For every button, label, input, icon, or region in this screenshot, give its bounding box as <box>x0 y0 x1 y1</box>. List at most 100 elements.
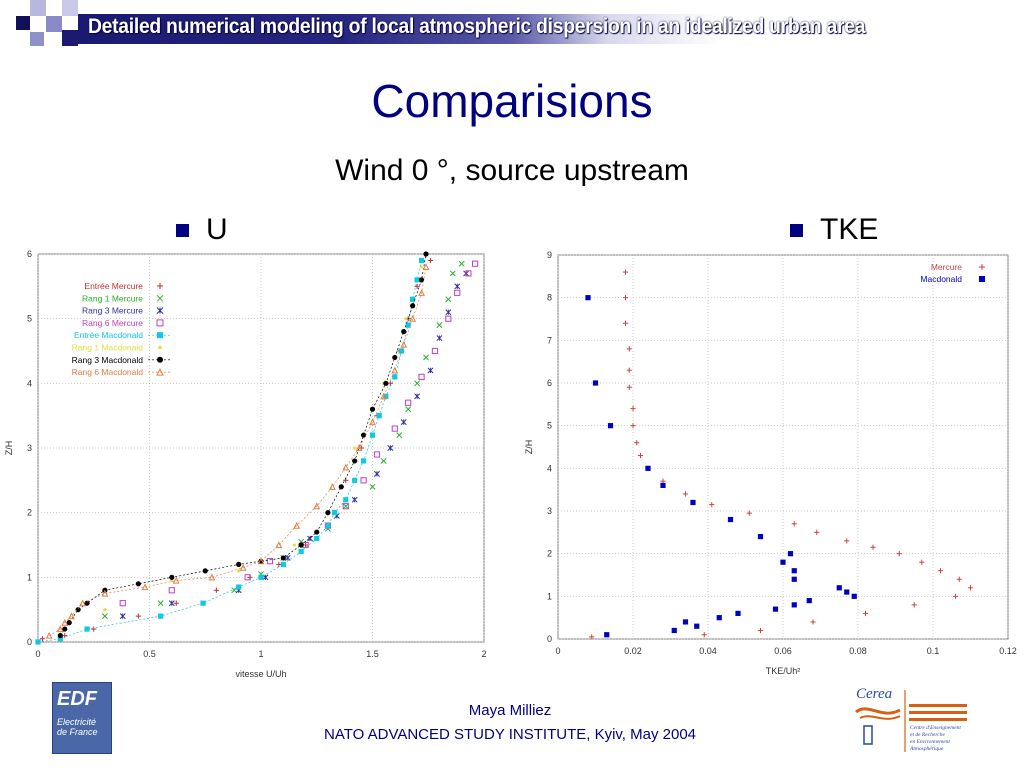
data-point <box>445 296 452 303</box>
data-point <box>391 425 398 432</box>
data-point <box>62 626 68 632</box>
data-point <box>84 626 90 632</box>
decor-square <box>30 0 46 16</box>
data-point <box>61 618 69 626</box>
data-point <box>387 445 394 451</box>
data-point <box>431 347 439 355</box>
data-point <box>392 354 398 361</box>
data-point <box>292 543 297 547</box>
x-tick-label: 1.5 <box>366 649 379 659</box>
data-point <box>157 283 163 289</box>
data-point <box>870 544 876 550</box>
data-point <box>68 612 75 620</box>
data-point <box>810 619 816 625</box>
data-point <box>626 384 632 390</box>
data-point <box>173 600 179 606</box>
data-point <box>360 458 367 464</box>
data-point <box>355 444 363 452</box>
legend-label: Entrée Mercure <box>84 281 143 291</box>
data-point <box>383 380 389 386</box>
data-point <box>427 257 434 264</box>
decor-square <box>62 0 78 16</box>
data-point <box>236 584 242 590</box>
y-tick-label: 2 <box>547 549 552 559</box>
edf-logo-line2: de France <box>57 727 98 737</box>
data-point <box>423 354 429 361</box>
data-point <box>307 535 314 542</box>
data-point <box>258 574 264 580</box>
data-point <box>331 510 338 516</box>
data-point <box>604 632 610 638</box>
data-point <box>746 510 752 516</box>
data-point <box>156 319 164 327</box>
data-point <box>844 589 850 595</box>
data-point <box>135 613 141 619</box>
decor-square <box>62 30 78 46</box>
data-point <box>313 502 321 510</box>
x-tick-label: 0.06 <box>774 646 792 656</box>
data-point <box>979 264 985 270</box>
data-point <box>35 639 41 645</box>
data-point <box>84 600 90 606</box>
data-point <box>79 599 87 607</box>
cerea-logo-line3: en Environnement <box>910 739 950 745</box>
decor-square <box>30 32 44 46</box>
data-point <box>436 322 443 329</box>
x-tick-label: 0.5 <box>143 649 156 659</box>
y-tick-label: 6 <box>547 378 552 388</box>
data-point <box>280 555 286 561</box>
data-point <box>325 510 331 516</box>
data-point <box>338 484 344 490</box>
data-point <box>380 457 387 464</box>
data-point <box>937 568 944 574</box>
data-point <box>398 348 405 354</box>
data-point <box>423 251 429 257</box>
data-point <box>314 535 320 542</box>
legend-label: Rang 3 Macdonald <box>72 355 144 365</box>
data-point <box>342 463 350 471</box>
y-tick-label: 4 <box>547 463 552 473</box>
data-point <box>342 503 349 510</box>
data-point <box>119 613 126 620</box>
data-point <box>231 587 238 594</box>
data-point <box>57 636 63 642</box>
data-point <box>405 406 412 413</box>
data-point <box>303 542 309 548</box>
data-point <box>244 574 251 581</box>
data-point <box>436 335 443 342</box>
data-point <box>862 610 869 616</box>
data-point <box>343 497 349 503</box>
data-point <box>418 289 425 296</box>
x-tick-label: 0 <box>35 649 40 659</box>
data-point <box>780 559 786 565</box>
data-point <box>979 276 985 282</box>
data-point <box>414 393 421 400</box>
legend-label: Mercure <box>931 262 962 272</box>
data-point <box>626 367 632 373</box>
data-point <box>392 374 398 380</box>
data-point <box>757 534 764 540</box>
data-point <box>45 631 53 639</box>
data-point <box>369 432 376 438</box>
data-point <box>465 270 472 277</box>
data-point <box>293 521 301 529</box>
y-tick-label: 6 <box>27 249 32 259</box>
square-bullet-icon <box>176 223 189 237</box>
data-point <box>409 314 417 322</box>
data-point <box>213 587 219 593</box>
data-point <box>896 551 902 557</box>
data-point <box>75 607 81 613</box>
data-point <box>373 451 381 458</box>
data-point <box>671 627 677 634</box>
tke-profile-chart: 0 0.02 0.04 0.06 0.08 0.1 0.12 0 1 2 3 4 5 6 7 8 9 TKE/Uh… <box>524 250 1017 676</box>
data-point <box>806 598 812 604</box>
data-point <box>645 465 651 471</box>
cerea-logo-name: Cerea <box>856 686 892 702</box>
data-point <box>91 626 97 632</box>
data-point <box>956 576 962 582</box>
data-point <box>791 521 797 527</box>
data-point <box>396 432 403 439</box>
data-point <box>57 632 63 639</box>
y-axis-label: Z/H <box>524 440 534 455</box>
data-point <box>66 620 72 626</box>
